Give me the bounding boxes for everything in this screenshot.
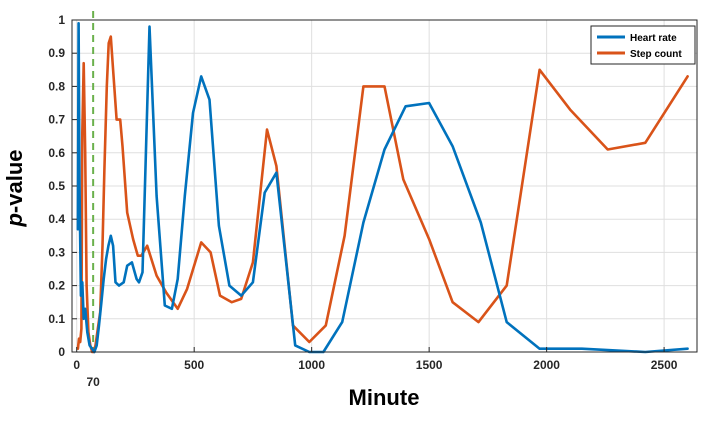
y-tick-label: 0.9 [48, 46, 65, 60]
x-tick-label: 1500 [416, 358, 443, 372]
x-tick-label: 1000 [298, 358, 325, 372]
x-tick-label: 2500 [651, 358, 678, 372]
y-tick-label: 0.1 [48, 312, 65, 326]
y-tick-label: 0.6 [48, 146, 65, 160]
y-tick-label: 0.4 [48, 212, 65, 226]
y-tick-label: 0.3 [48, 245, 65, 259]
x-tick-label: 0 [73, 358, 80, 372]
x-tick-label: 2000 [533, 358, 560, 372]
threshold-label: 70 [86, 375, 100, 389]
series-line-heart-rate [76, 22, 689, 354]
legend-label-heart-rate: Heart rate [630, 33, 677, 44]
legend: Heart rate Step count [590, 25, 696, 65]
y-tick-label: 0 [58, 345, 65, 359]
y-axis-title: p-value [2, 149, 27, 227]
y-tick-label: 0.8 [48, 79, 65, 93]
legend-label-step-count: Step count [630, 49, 682, 60]
x-tick-label: 500 [184, 358, 204, 372]
y-axis-title-italic: p [2, 213, 27, 227]
y-tick-label: 0.5 [48, 179, 65, 193]
tick-labels: 0 0.1 0.2 0.3 0.4 0.5 0.6 0.7 0.8 0.9 1 0 500 1000 150… [48, 13, 677, 389]
series-layer [76, 22, 689, 354]
y-axis-title-rest: -value [2, 149, 27, 213]
y-tick-label: 0.7 [48, 113, 65, 127]
y-tick-label: 0.2 [48, 279, 65, 293]
x-axis-title: Minute [349, 385, 420, 410]
legend-box [590, 25, 696, 65]
y-tick-label: 1 [58, 13, 65, 27]
